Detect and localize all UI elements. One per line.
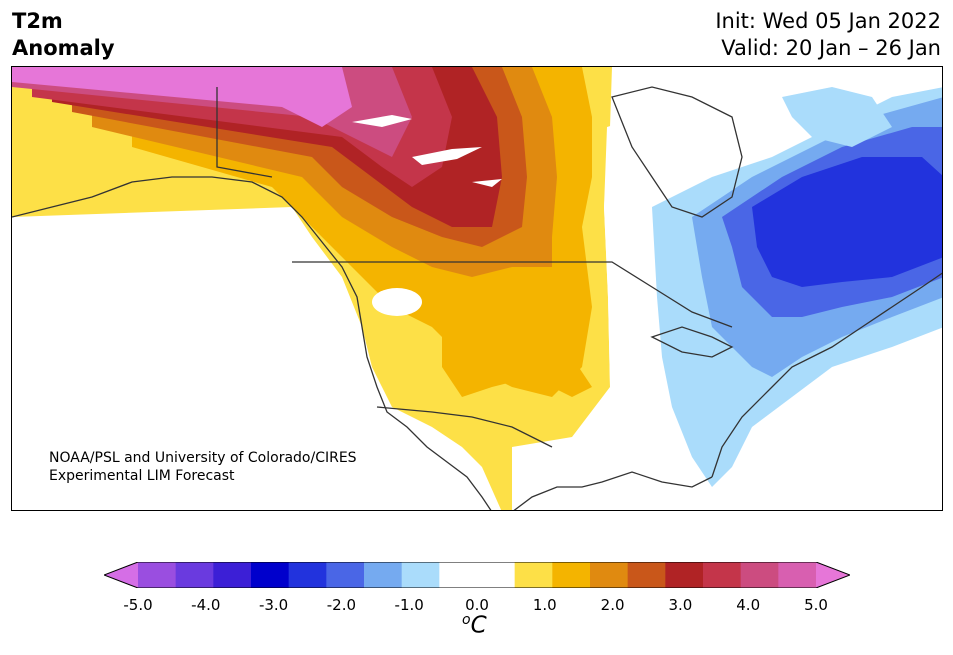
colorbar-tick-label: 5.0 bbox=[804, 596, 828, 614]
colorbar-segment bbox=[175, 562, 214, 588]
colorbar-segment bbox=[552, 562, 591, 588]
anomaly-map bbox=[11, 66, 943, 511]
colorbar-segment bbox=[477, 562, 516, 588]
east-coastline bbox=[711, 272, 942, 478]
lakes bbox=[352, 115, 502, 187]
colorbar-segment bbox=[138, 562, 177, 588]
colorbar-segment bbox=[326, 562, 365, 588]
colorbar-segment bbox=[514, 562, 553, 588]
great-lakes bbox=[650, 326, 734, 358]
colorbar-tick-label: 4.0 bbox=[736, 596, 761, 614]
colorbar-segment bbox=[439, 562, 478, 588]
colorbar-segment bbox=[590, 562, 629, 588]
colorbar-segment bbox=[364, 562, 403, 588]
unit-base: C bbox=[470, 612, 487, 639]
colorbar-segment bbox=[665, 562, 704, 588]
colorbar-segment bbox=[288, 562, 327, 588]
colorbar-segment bbox=[401, 562, 440, 588]
lake-2 bbox=[412, 147, 482, 165]
colorbar-tick-label: 3.0 bbox=[668, 596, 693, 614]
hudson-bay bbox=[611, 86, 743, 218]
colorbar-segment bbox=[703, 562, 742, 588]
west-coastline bbox=[12, 176, 492, 510]
credit-line-1: NOAA/PSL and University of Colorado/CIRE… bbox=[49, 450, 357, 466]
colorbar-segment bbox=[740, 562, 779, 588]
colorbar-segment bbox=[627, 562, 666, 588]
colorbar-tick-label: -4.0 bbox=[191, 596, 221, 614]
anomaly-area-northeast-patch bbox=[782, 87, 892, 147]
anomaly-area-neutral-west bbox=[12, 207, 502, 510]
mexico-border bbox=[376, 406, 553, 448]
lake-1 bbox=[352, 115, 412, 127]
colorbar-tick-label: -5.0 bbox=[123, 596, 153, 614]
colorbar-segment bbox=[213, 562, 252, 588]
colorbar-tick-label: 0.0 bbox=[465, 596, 489, 614]
colorbar bbox=[104, 562, 850, 588]
colorbar-extend-high bbox=[816, 562, 850, 588]
init-date: Init: Wed 05 Jan 2022 bbox=[715, 9, 941, 33]
colorbar-tick-label: -3.0 bbox=[258, 596, 289, 614]
anomaly-area-deep-blue bbox=[752, 157, 942, 287]
alaska-border bbox=[216, 87, 273, 178]
anomaly-area-neutral-patch bbox=[372, 288, 422, 316]
title-line-1: T2m bbox=[12, 9, 63, 33]
colorbar-tick-label: -2.0 bbox=[326, 596, 357, 614]
anomaly-fields bbox=[12, 67, 942, 510]
colorbar-tick-label: -1.0 bbox=[394, 596, 424, 614]
colorbar-segment bbox=[251, 562, 290, 588]
unit-superscript: o bbox=[462, 612, 471, 628]
title-line-2: Anomaly bbox=[12, 36, 115, 60]
us-canada-border bbox=[292, 261, 733, 328]
colorbar-segment bbox=[778, 562, 817, 588]
anomaly-area-magenta bbox=[12, 67, 352, 127]
colorbar-ticks: -5.0 -4.0 -3.0 -2.0 -1.0 0.0 1.0 2.0 3.0 4.0 5.0 bbox=[0, 596, 953, 616]
unit-label: oC bbox=[462, 612, 487, 639]
lake-3 bbox=[472, 179, 502, 187]
valid-range: Valid: 20 Jan – 26 Jan bbox=[721, 36, 941, 60]
colorbar-tick-label: 2.0 bbox=[600, 596, 625, 614]
gulf-coastline bbox=[513, 471, 713, 510]
credit-line-2: Experimental LIM Forecast bbox=[49, 468, 235, 484]
colorbar-extend-low bbox=[104, 562, 138, 588]
map-canvas bbox=[12, 67, 942, 510]
credit-text: NOAA/PSL and University of Colorado/CIRE… bbox=[49, 449, 357, 485]
anomaly-area-orange-south bbox=[442, 327, 592, 397]
geographic-outlines bbox=[12, 86, 942, 510]
forecast-dates: Init: Wed 05 Jan 2022 Valid: 20 Jan – 26… bbox=[715, 8, 941, 62]
colorbar-tick-label: 1.0 bbox=[532, 596, 557, 614]
map-title: T2m Anomaly bbox=[12, 8, 115, 62]
